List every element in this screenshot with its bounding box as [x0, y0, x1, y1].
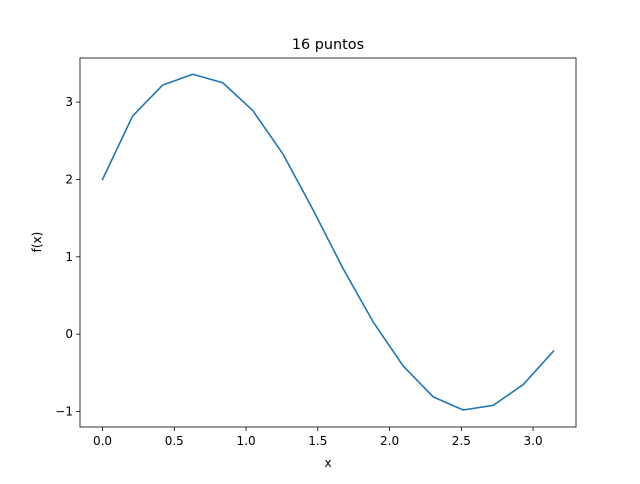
plot-area [101, 73, 555, 411]
x-tick-label: 1.5 [308, 434, 327, 448]
y-tick-label: −1 [55, 405, 73, 419]
axis-ticks: 0.0 0.5 1.0 1.5 2.0 2.5 3.0 −1 0 1 2 3 [55, 95, 542, 448]
x-tick-label: 2.5 [452, 434, 471, 448]
x-tick-label: 3.0 [524, 434, 543, 448]
x-tick-label: 0.0 [93, 434, 112, 448]
y-axis-label: f(x) [30, 232, 44, 253]
chart-title: 16 puntos [292, 37, 364, 53]
x-axis-label: x [324, 456, 331, 470]
axes-frame [79, 57, 577, 428]
x-tick-label: 0.5 [165, 434, 184, 448]
series-line-0 [101, 73, 555, 411]
y-tick-label: 0 [65, 327, 73, 341]
y-tick-label: 1 [65, 250, 73, 264]
y-tick-label: 3 [65, 95, 73, 109]
y-tick-label: 2 [65, 172, 73, 186]
x-tick-label: 2.0 [380, 434, 399, 448]
x-tick-label: 1.0 [237, 434, 256, 448]
